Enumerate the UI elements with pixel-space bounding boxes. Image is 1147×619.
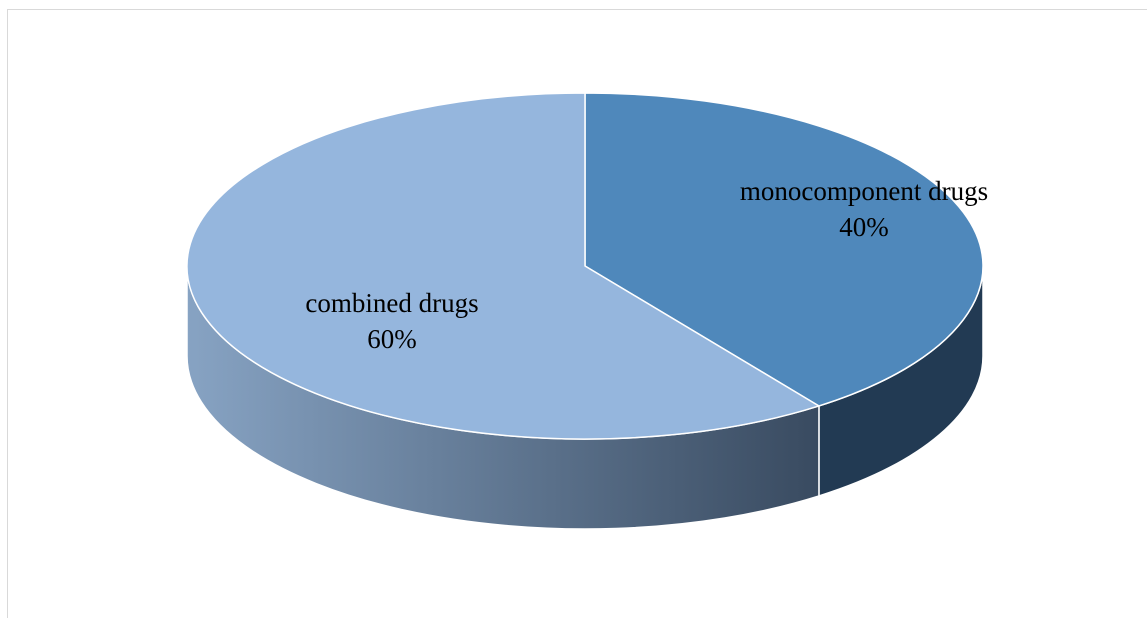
slice-label-monocomponent-name: monocomponent drugs — [740, 176, 988, 206]
pie-slice-monocomponent — [584, 92, 984, 407]
pie-slice-combined — [186, 92, 820, 440]
slice-label-combined-name: combined drugs — [305, 288, 478, 318]
slice-label-monocomponent-value: 40% — [839, 212, 889, 242]
pie-chart: monocomponent drugs 40% combined drugs 6… — [186, 92, 988, 530]
slice-label-combined-value: 60% — [367, 324, 417, 354]
chart-area: monocomponent drugs 40% combined drugs 6… — [7, 9, 1147, 618]
